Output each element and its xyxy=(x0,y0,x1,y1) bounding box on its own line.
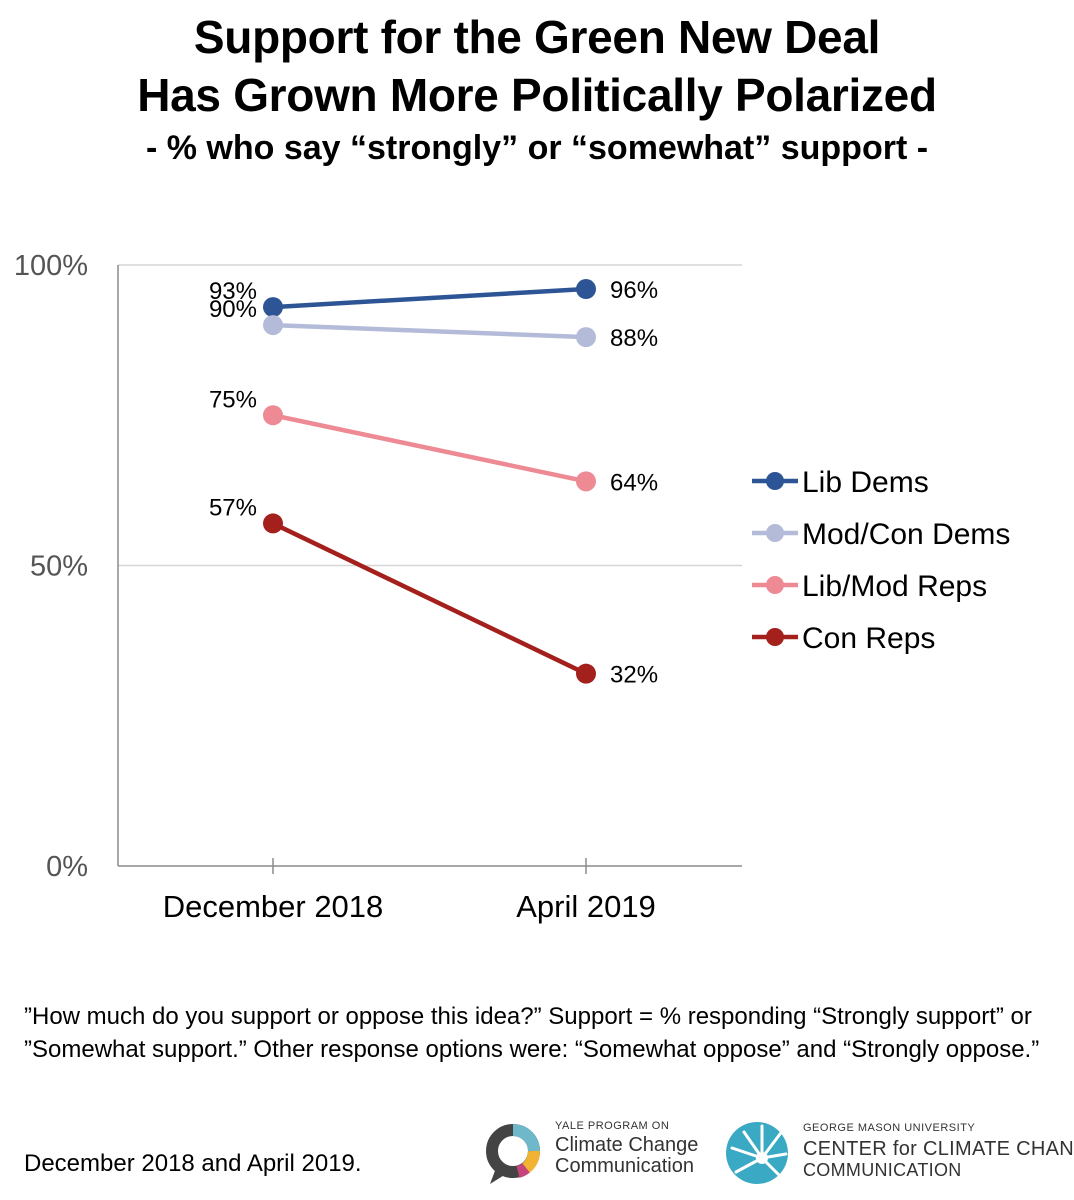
yale-logo-small-text: YALE PROGRAM ON xyxy=(555,1120,670,1132)
legend-label: Lib/Mod Reps xyxy=(802,570,987,603)
y-tick-label: 0% xyxy=(46,851,88,883)
data-point xyxy=(263,513,283,534)
data-point xyxy=(263,405,283,426)
legend-label: Con Reps xyxy=(802,622,935,655)
gmu-logo-icon xyxy=(726,1122,788,1184)
data-label: 64% xyxy=(610,469,658,496)
data-point xyxy=(576,471,596,492)
y-tick-label: 100% xyxy=(14,250,88,282)
data-point xyxy=(576,663,596,684)
y-tick-label: 50% xyxy=(30,551,88,583)
gmu-logo-line1: CENTER for CLIMATE CHANGE xyxy=(803,1138,1074,1160)
data-label: 32% xyxy=(610,662,658,689)
x-tick-label: December 2018 xyxy=(163,889,384,924)
data-label: 96% xyxy=(610,277,658,304)
series-line xyxy=(272,286,587,310)
data-point xyxy=(263,297,283,318)
chart-subtitle: - % who say “strongly” or “somewhat” sup… xyxy=(145,129,929,167)
data-point xyxy=(576,279,596,300)
legend-marker xyxy=(766,524,784,542)
line-chart: 0% 50% 100% December 2018 April 2019 93% 96% 90… xyxy=(14,250,1011,924)
data-label: 75% xyxy=(209,386,257,413)
legend-marker xyxy=(766,472,784,490)
legend-label: Mod/Con Dems xyxy=(802,518,1010,551)
x-tick-label: April 2019 xyxy=(516,889,656,924)
data-label: 88% xyxy=(610,325,658,352)
series-line xyxy=(272,322,587,340)
legend-marker xyxy=(766,628,784,646)
gmu-logo-small-text: GEORGE MASON UNIVERSITY xyxy=(803,1122,976,1134)
data-point xyxy=(576,327,596,348)
yale-logo-line2: Communication xyxy=(555,1155,694,1177)
series-line xyxy=(272,521,587,676)
legend-marker xyxy=(766,576,784,594)
survey-dates: December 2018 and April 2019. xyxy=(24,1150,362,1177)
question-footnote: ”How much do you support or oppose this … xyxy=(24,1003,1040,1063)
gmu-logo-line2: COMMUNICATION xyxy=(803,1160,962,1180)
chart-title-line2: Has Grown More Politically Polarized xyxy=(137,69,937,121)
data-label: 90% xyxy=(209,296,257,323)
yale-logo-icon xyxy=(486,1124,540,1184)
chart-title: Support for the Green New Deal xyxy=(193,11,881,63)
legend-label: Lib Dems xyxy=(802,466,929,499)
yale-logo-line1: Climate Change xyxy=(555,1134,699,1156)
data-point xyxy=(263,315,283,336)
data-label: 93% xyxy=(209,278,257,305)
series-line xyxy=(272,413,587,484)
data-label: 57% xyxy=(209,494,257,521)
